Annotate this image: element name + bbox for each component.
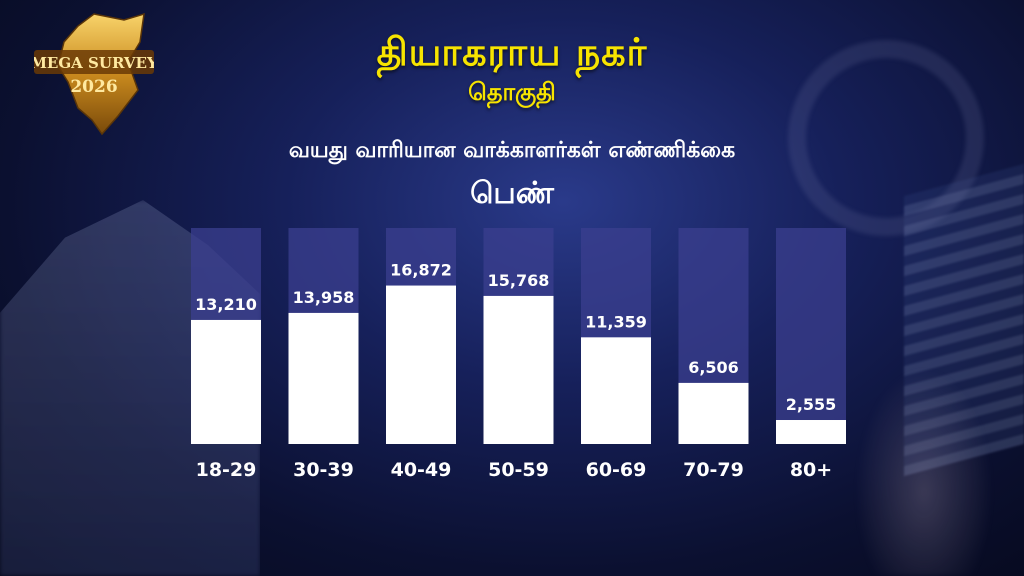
bar-70-79 xyxy=(678,382,749,444)
category-label: 80+ xyxy=(790,459,832,481)
logo-text-line1: MEGA SURVEY xyxy=(34,54,154,72)
value-label: 2,555 xyxy=(786,395,837,414)
value-label: 15,768 xyxy=(488,271,550,290)
bar-80+ xyxy=(776,420,846,444)
bar-18-29 xyxy=(191,319,261,444)
bar-40-49 xyxy=(386,285,456,444)
category-label: 70-79 xyxy=(683,459,744,481)
category-label: 18-29 xyxy=(196,459,257,481)
bar-30-39 xyxy=(288,312,359,444)
bar-50-59 xyxy=(483,295,554,444)
background-hand xyxy=(854,366,994,576)
value-label: 16,872 xyxy=(390,261,452,280)
mega-survey-logo: MEGA SURVEY 2026 xyxy=(34,12,154,136)
value-label: 6,506 xyxy=(688,358,739,377)
bar-60-69 xyxy=(581,337,651,444)
chart-heading: வயது வாரியான வாக்காளர்கள் எண்ணிக்கை xyxy=(288,138,736,163)
value-label: 13,958 xyxy=(293,288,355,307)
value-label: 13,210 xyxy=(195,295,257,314)
constituency-subtitle: தொகுதி xyxy=(468,78,556,106)
category-label: 60-69 xyxy=(586,459,647,481)
bar-track xyxy=(776,228,846,444)
logo-text-line2: 2026 xyxy=(70,77,117,97)
constituency-title: தியாகராய நகர் xyxy=(376,30,648,74)
category-label: 50-59 xyxy=(488,459,549,481)
category-label: 30-39 xyxy=(293,459,354,481)
category-label: 40-49 xyxy=(391,459,452,481)
chart-gender-label: பெண் xyxy=(470,176,554,211)
value-label: 11,359 xyxy=(585,312,647,331)
